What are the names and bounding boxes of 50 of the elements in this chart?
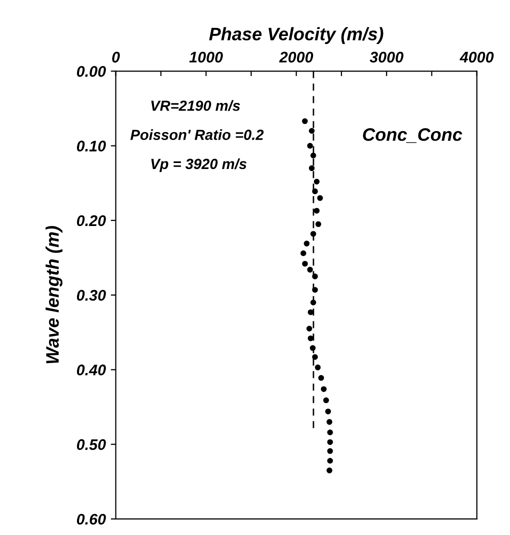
y-tick-label: 0.00 bbox=[76, 66, 106, 77]
y-tick-label: 0.30 bbox=[76, 290, 106, 301]
y-tick-label: 0.40 bbox=[76, 364, 106, 376]
point bbox=[310, 345, 316, 351]
point bbox=[306, 326, 312, 332]
x-tick-label: 1000 bbox=[189, 52, 223, 63]
point bbox=[300, 250, 306, 256]
x-tick-label: 4000 bbox=[460, 52, 494, 63]
point bbox=[312, 274, 318, 280]
point bbox=[302, 118, 308, 124]
point bbox=[320, 386, 327, 392]
y-tick-label: 0.60 bbox=[76, 514, 106, 525]
point bbox=[318, 375, 324, 381]
y-tick-label: 0.20 bbox=[76, 215, 106, 226]
y-tick-label: 0.10 bbox=[76, 140, 106, 152]
point bbox=[326, 419, 332, 425]
point bbox=[314, 364, 321, 370]
point bbox=[317, 195, 323, 201]
x-axis-title: Phase Velocity (m/s) bbox=[209, 27, 384, 44]
point bbox=[327, 429, 333, 436]
point bbox=[326, 468, 332, 474]
point bbox=[308, 128, 315, 134]
point bbox=[308, 165, 315, 172]
point bbox=[302, 260, 308, 267]
point bbox=[307, 266, 313, 273]
point bbox=[312, 286, 318, 293]
point bbox=[310, 152, 316, 158]
point bbox=[327, 439, 333, 445]
point bbox=[315, 221, 322, 228]
point bbox=[310, 230, 316, 237]
point bbox=[327, 448, 333, 454]
x-tick-label: 0 bbox=[112, 52, 120, 63]
annotation: VR=2190 m/s bbox=[151, 100, 240, 112]
x-tick-label: 3000 bbox=[370, 52, 404, 63]
point bbox=[307, 142, 313, 149]
point bbox=[314, 178, 320, 184]
x-tick-label: 2000 bbox=[279, 52, 314, 63]
point bbox=[304, 240, 310, 246]
point bbox=[327, 458, 333, 464]
point bbox=[312, 188, 318, 194]
point bbox=[312, 354, 318, 360]
point bbox=[310, 300, 316, 306]
point bbox=[323, 397, 329, 404]
point bbox=[325, 408, 331, 414]
y-tick-label: 0.50 bbox=[76, 439, 106, 450]
y-axis-title: Wave length (m) bbox=[46, 226, 62, 364]
annotation: Poisson' Ratio =0.2 bbox=[130, 129, 264, 140]
annotation: Conc_Conc bbox=[362, 128, 462, 143]
point bbox=[314, 208, 320, 214]
annotation: Vp = 3920 m/s bbox=[151, 158, 246, 172]
